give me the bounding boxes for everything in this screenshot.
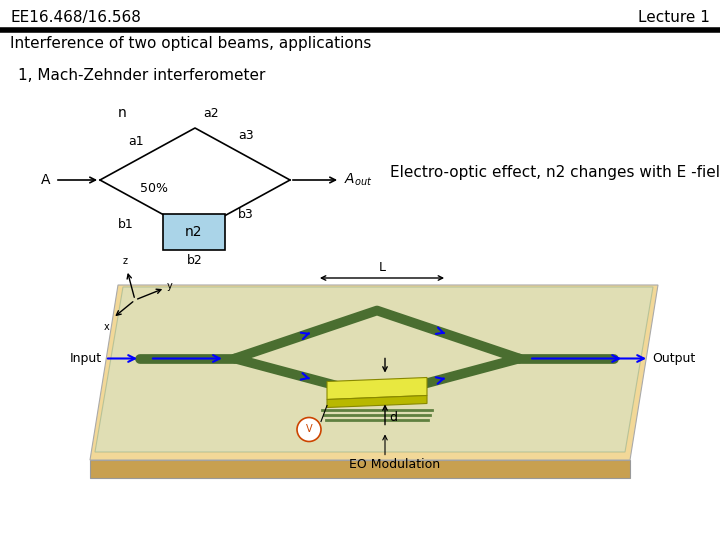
Text: L: L (379, 261, 385, 274)
Text: Electro-optic effect, n2 changes with E -field: Electro-optic effect, n2 changes with E … (390, 165, 720, 179)
Polygon shape (90, 285, 658, 460)
Text: n2: n2 (185, 225, 203, 239)
Text: EE16.468/16.568: EE16.468/16.568 (10, 10, 141, 25)
Text: b3: b3 (238, 208, 253, 221)
Polygon shape (95, 287, 653, 452)
Circle shape (297, 417, 321, 442)
Text: 1, Mach-Zehnder interferometer: 1, Mach-Zehnder interferometer (18, 68, 266, 83)
Text: A: A (40, 173, 50, 187)
Polygon shape (90, 460, 630, 478)
Text: V: V (306, 424, 312, 435)
Polygon shape (327, 395, 427, 408)
Text: y: y (167, 281, 173, 291)
Text: z: z (122, 256, 127, 266)
Text: 50%: 50% (140, 181, 168, 194)
Text: n: n (118, 106, 127, 120)
Polygon shape (327, 377, 427, 400)
Text: EO Modulation: EO Modulation (349, 457, 440, 470)
Text: $A_{out}$: $A_{out}$ (344, 172, 372, 188)
Text: Input: Input (70, 352, 102, 365)
Text: Output: Output (652, 352, 696, 365)
Text: b2: b2 (187, 254, 203, 267)
Text: a3: a3 (238, 129, 253, 142)
Text: a1: a1 (128, 135, 143, 148)
Text: Lecture 1: Lecture 1 (638, 10, 710, 25)
Text: a2: a2 (203, 107, 219, 120)
Text: x: x (103, 322, 109, 332)
Text: d: d (389, 411, 397, 424)
Bar (163, 214, 225, 250)
Text: Interference of two optical beams, applications: Interference of two optical beams, appli… (10, 36, 372, 51)
Text: b1: b1 (118, 218, 134, 231)
